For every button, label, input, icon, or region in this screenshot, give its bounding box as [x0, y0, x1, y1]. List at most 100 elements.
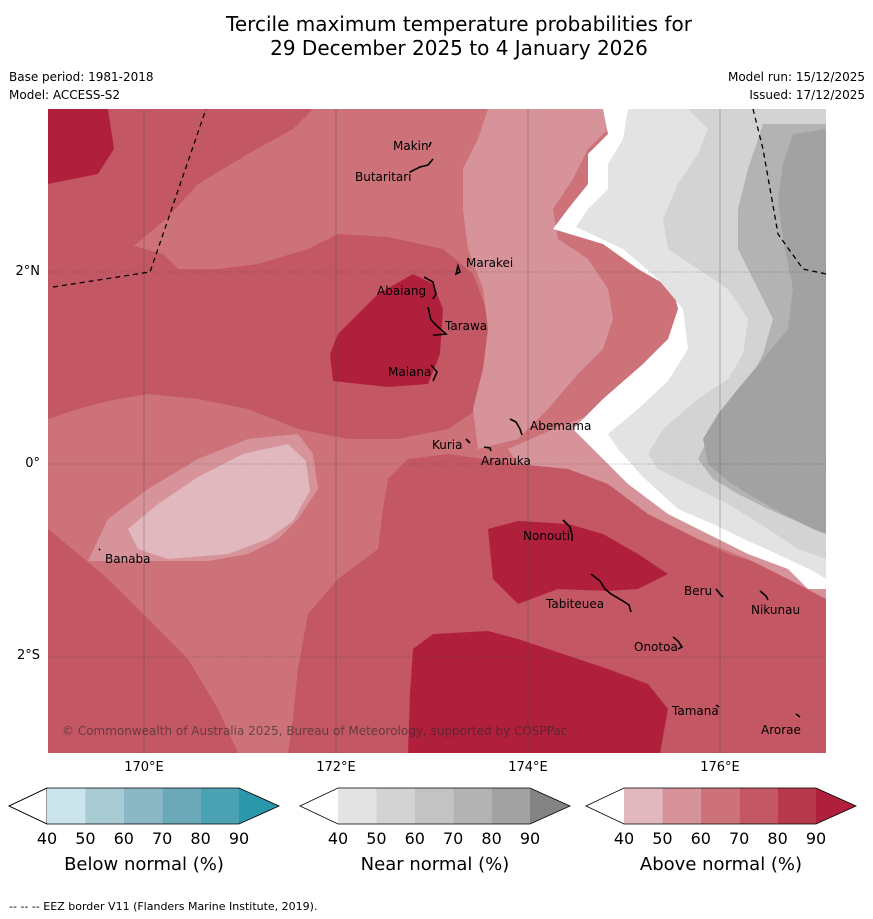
title-line-1: Tercile maximum temperature probabilitie…	[226, 12, 692, 36]
above-70-80-region-north	[48, 109, 313, 284]
tarawa-island	[427, 306, 448, 336]
place-label-tarawa: Tarawa	[445, 319, 488, 333]
arorae-island	[795, 713, 801, 718]
colorbar-above-label: Above normal (%)	[639, 854, 803, 875]
longitude-label-172e: 172°E	[316, 760, 356, 775]
makin-island	[428, 141, 432, 148]
above-tick-90: 90	[805, 829, 827, 848]
above-swatch-50-60	[662, 788, 701, 824]
copyright-notice: © Commonwealth of Australia 2025, Bureau…	[62, 724, 568, 738]
above-swatch-80-90	[777, 788, 816, 824]
model-name: Model: ACCESS-S2	[9, 88, 121, 102]
kuria-island	[465, 438, 471, 444]
above-70-80-region-southwest	[48, 529, 238, 753]
above-swatch-70-80	[739, 788, 778, 824]
place-label-marakei: Marakei	[466, 256, 514, 270]
model-run: Model run: 15/12/2025	[727, 70, 865, 84]
base-period: Base period: 1981-2018	[9, 70, 154, 84]
above-swatch-over-90	[816, 788, 856, 824]
below-swatch-over-90	[239, 788, 279, 824]
near-swatch-80-90	[491, 788, 530, 824]
tamana-island	[715, 704, 720, 708]
latitude-label-2n: 2°N	[15, 264, 41, 279]
place-label-butaritari: Butaritari	[355, 170, 412, 184]
above-swatch-40-50	[624, 788, 663, 824]
abemama-island	[509, 418, 523, 436]
place-label-abemama: Abemama	[530, 419, 592, 433]
below-swatch-under-40	[8, 787, 48, 825]
above-tick-50: 50	[652, 829, 673, 848]
maiana-island	[430, 364, 438, 382]
probability-map	[48, 109, 826, 753]
below-tick-40: 40	[36, 829, 58, 848]
place-label-tabiteuea: Tabiteuea	[546, 597, 605, 611]
near-tick-60: 60	[404, 829, 425, 848]
below-swatch-80-90	[200, 788, 239, 824]
onotoa-island	[672, 636, 684, 650]
near-swatch-50-60	[376, 788, 415, 824]
issued-date: Issued: 17/12/2025	[749, 88, 865, 102]
above-tick-80: 80	[767, 829, 788, 848]
latitude-label-0: 0°	[25, 456, 40, 471]
nonouti-island	[562, 519, 573, 541]
longitude-label-176e: 176°E	[700, 760, 740, 775]
above-80-90-region-nonouti	[488, 521, 668, 604]
above-tick-40: 40	[613, 829, 635, 848]
above-tick-70: 70	[729, 829, 750, 848]
below-tick-50: 50	[75, 829, 96, 848]
above-80-90-region-northwest	[48, 109, 114, 184]
below-tick-70: 70	[152, 829, 173, 848]
above-80-90-region-south	[408, 631, 668, 753]
near-tick-70: 70	[443, 829, 464, 848]
colorbar-near-label: Near normal (%)	[360, 854, 510, 875]
eez-border	[52, 109, 826, 288]
place-label-abaiang: Abaiang	[377, 284, 427, 298]
colorbar-above-normal	[585, 787, 857, 825]
near-tick-40: 40	[327, 829, 349, 848]
latitude-label-2s: 2°S	[16, 648, 40, 663]
place-label-onotoa: Onotoa	[634, 640, 678, 654]
above-70-80-region-west	[48, 234, 488, 439]
nikunau-island	[759, 590, 769, 601]
below-tick-90: 90	[228, 829, 250, 848]
colorbar-above-normal-swatches	[585, 787, 857, 825]
beru-island	[715, 588, 724, 598]
near-tick-90: 90	[519, 829, 541, 848]
longitude-label-170e: 170°E	[124, 760, 164, 775]
below-swatch-50-60	[85, 788, 124, 824]
abaiang-island	[423, 276, 437, 300]
colorbar-near-normal-swatches	[299, 787, 571, 825]
below-tick-60: 60	[113, 829, 134, 848]
above-50-60-region-north	[463, 109, 648, 449]
map-canvas	[48, 109, 826, 753]
colorbar-below-label: Below normal (%)	[64, 854, 224, 875]
below-swatch-40-50	[47, 788, 86, 824]
marakei-island	[454, 263, 461, 276]
map-title: Tercile maximum temperature probabilitie…	[0, 12, 873, 60]
map-gridlines	[48, 109, 826, 753]
colorbar-near-normal	[299, 787, 571, 825]
aranuka-island	[483, 446, 492, 452]
near-swatch-70-80	[453, 788, 492, 824]
place-label-kuria: Kuria	[432, 438, 463, 452]
place-label-beru: Beru	[684, 584, 713, 598]
below-swatch-70-80	[162, 788, 201, 824]
longitude-label-174e: 174°E	[508, 760, 548, 775]
place-label-banaba: Banaba	[105, 552, 151, 566]
near-tick-50: 50	[366, 829, 387, 848]
near-swatch-40-50	[338, 788, 377, 824]
place-label-makin: Makin	[393, 139, 429, 153]
near-swatch-over-90	[530, 788, 570, 824]
near-80-90-region	[703, 129, 826, 534]
below-tick-80: 80	[190, 829, 211, 848]
near-swatch-under-40	[300, 788, 338, 824]
place-label-arorae: Arorae	[761, 723, 801, 737]
above-swatch-under-40	[586, 788, 624, 824]
title-line-2: 29 December 2025 to 4 January 2026	[270, 36, 648, 60]
meta-right: Model run: 15/12/2025 Issued: 17/12/2025	[728, 68, 865, 104]
meta-left: Base period: 1981-2018 Model: ACCESS-S2	[9, 68, 154, 104]
place-label-nikunau: Nikunau	[751, 603, 801, 617]
place-label-tamana: Tamana	[672, 704, 719, 718]
above-tick-60: 60	[690, 829, 711, 848]
place-label-maiana: Maiana	[388, 365, 432, 379]
